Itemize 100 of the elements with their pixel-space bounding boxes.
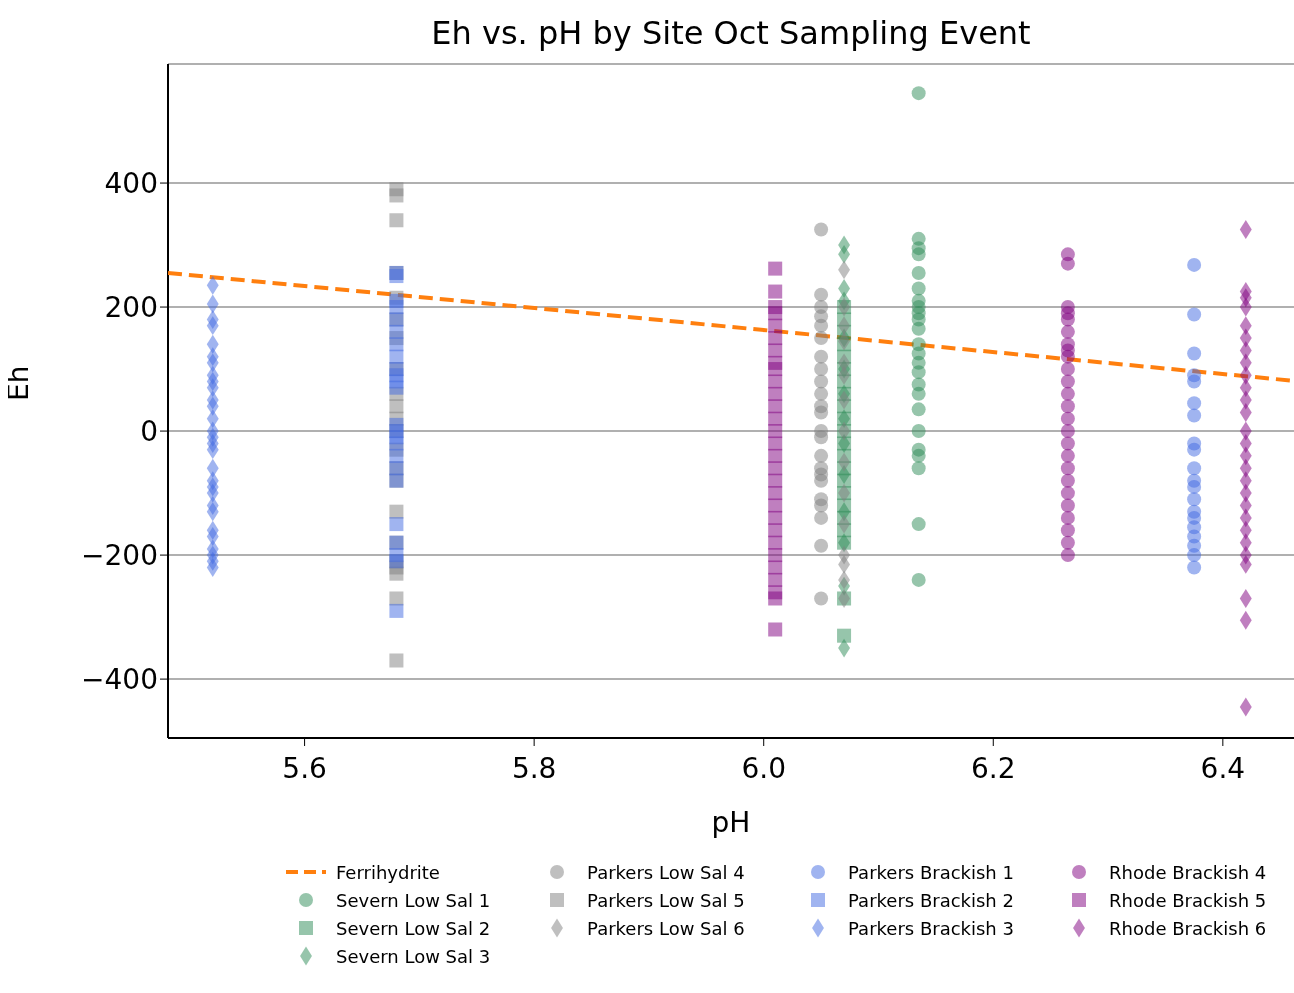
point bbox=[1187, 257, 1202, 272]
point bbox=[911, 321, 926, 336]
point bbox=[814, 386, 829, 401]
point bbox=[1187, 479, 1202, 494]
point bbox=[1187, 408, 1202, 423]
legend-label: Rhode Brackish 4 bbox=[1109, 861, 1267, 883]
x-tick-label: 5.6 bbox=[282, 751, 327, 785]
point bbox=[768, 461, 783, 476]
point bbox=[814, 498, 829, 513]
point bbox=[911, 424, 926, 439]
point bbox=[911, 517, 926, 532]
legend-label: Rhode Brackish 5 bbox=[1109, 889, 1267, 911]
legend-label: Parkers Brackish 1 bbox=[848, 861, 1014, 883]
point bbox=[911, 86, 926, 101]
point bbox=[768, 436, 783, 451]
point bbox=[768, 284, 783, 299]
legend-label: Severn Low Sal 2 bbox=[336, 917, 491, 939]
point bbox=[1060, 374, 1075, 389]
point bbox=[389, 653, 404, 668]
point bbox=[814, 222, 829, 237]
legend-label: Parkers Low Sal 6 bbox=[587, 917, 745, 939]
point bbox=[1060, 436, 1075, 451]
x-tick-label: 5.8 bbox=[511, 751, 557, 785]
point bbox=[911, 247, 926, 262]
point bbox=[1060, 362, 1075, 377]
point bbox=[768, 498, 783, 513]
point bbox=[911, 281, 926, 296]
point bbox=[814, 349, 829, 364]
point bbox=[768, 399, 783, 414]
y-tick-label: −200 bbox=[81, 539, 158, 573]
point bbox=[1187, 461, 1202, 476]
point bbox=[814, 510, 829, 525]
point bbox=[389, 269, 404, 284]
point bbox=[814, 331, 829, 346]
chart-title: Eh vs. pH by Site Oct Sampling Event bbox=[430, 14, 1032, 52]
point bbox=[1060, 349, 1075, 364]
point bbox=[1187, 548, 1202, 563]
point bbox=[768, 343, 783, 358]
point bbox=[1187, 442, 1202, 457]
point bbox=[389, 603, 404, 618]
x-tick-label: 6.2 bbox=[971, 751, 1016, 785]
point bbox=[1187, 396, 1202, 411]
y-tick-label: 0 bbox=[140, 415, 158, 449]
legend-label: Parkers Brackish 3 bbox=[848, 917, 1014, 939]
point bbox=[1060, 486, 1075, 501]
point bbox=[1060, 399, 1075, 414]
point bbox=[911, 448, 926, 463]
point bbox=[768, 306, 783, 321]
point bbox=[911, 365, 926, 380]
x-tick-label: 6.0 bbox=[741, 751, 786, 785]
point bbox=[389, 337, 404, 352]
point bbox=[768, 622, 783, 637]
y-tick-label: 400 bbox=[104, 166, 158, 200]
point bbox=[768, 261, 783, 276]
point bbox=[911, 402, 926, 417]
point bbox=[1060, 461, 1075, 476]
point bbox=[1187, 346, 1202, 361]
point bbox=[814, 473, 829, 488]
point bbox=[814, 362, 829, 377]
legend-label: Severn Low Sal 3 bbox=[336, 945, 491, 967]
legend-label: Rhode Brackish 6 bbox=[1109, 917, 1267, 939]
point bbox=[1060, 548, 1075, 563]
point bbox=[814, 448, 829, 463]
x-tick-label: 6.4 bbox=[1200, 751, 1246, 785]
point bbox=[1060, 386, 1075, 401]
y-tick-label: −400 bbox=[81, 663, 158, 697]
point bbox=[814, 287, 829, 302]
point bbox=[1187, 492, 1202, 507]
point bbox=[389, 213, 404, 228]
point bbox=[911, 265, 926, 280]
x-axis-title: pH bbox=[711, 806, 751, 839]
point bbox=[389, 380, 404, 395]
point bbox=[837, 628, 852, 643]
point bbox=[1060, 535, 1075, 550]
point bbox=[1060, 411, 1075, 426]
point bbox=[911, 386, 926, 401]
point bbox=[814, 538, 829, 553]
legend-label: Ferrihydrite bbox=[336, 861, 440, 883]
point bbox=[911, 572, 926, 587]
point bbox=[1060, 448, 1075, 463]
legend-label: Severn Low Sal 1 bbox=[336, 889, 491, 911]
legend-label: Parkers Low Sal 4 bbox=[587, 861, 745, 883]
point bbox=[1187, 560, 1202, 575]
point bbox=[1060, 498, 1075, 513]
point bbox=[814, 430, 829, 445]
point bbox=[389, 566, 404, 581]
point bbox=[389, 436, 404, 451]
point bbox=[1060, 312, 1075, 327]
point bbox=[814, 591, 829, 606]
point bbox=[911, 461, 926, 476]
point bbox=[389, 399, 404, 414]
point bbox=[814, 318, 829, 333]
y-tick-label: 200 bbox=[104, 291, 158, 324]
point bbox=[1060, 256, 1075, 271]
point bbox=[768, 523, 783, 538]
point bbox=[1060, 510, 1075, 525]
legend-label: Parkers Brackish 2 bbox=[848, 889, 1014, 911]
point bbox=[1060, 473, 1075, 488]
legend-label: Parkers Low Sal 5 bbox=[587, 889, 745, 911]
point bbox=[389, 188, 404, 203]
